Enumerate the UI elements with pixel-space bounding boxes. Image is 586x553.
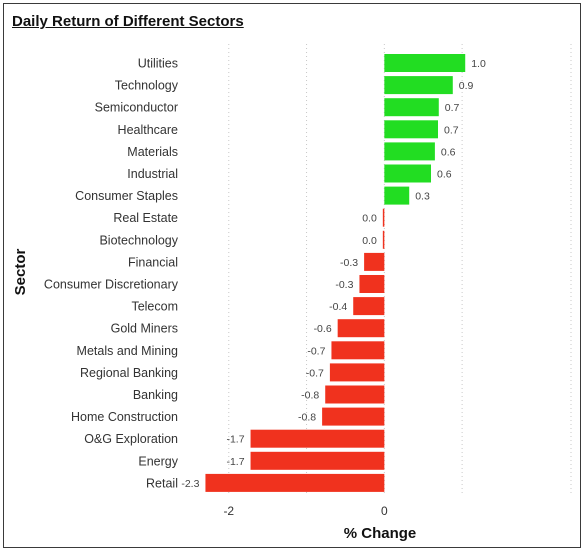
bar <box>384 98 439 117</box>
value-labels: 1.0 0.9 0.7 0.7 0.6 0.6 0.3 0.0 0.0 -0.3 -0.3 -0.4 -… <box>181 58 486 490</box>
data-label: 0.0 <box>362 235 377 247</box>
data-label: -0.3 <box>335 279 353 291</box>
bar <box>331 341 385 360</box>
bar <box>205 473 385 492</box>
bar <box>322 407 385 426</box>
data-label: -0.7 <box>306 367 324 379</box>
bar <box>384 186 410 205</box>
category-label: Energy <box>138 454 178 468</box>
x-axis-label: % Change <box>344 525 417 542</box>
bar <box>250 451 385 470</box>
bar <box>329 363 385 382</box>
data-label: -0.4 <box>329 301 347 313</box>
data-label: 0.7 <box>444 124 459 136</box>
y-axis-label: Sector <box>12 248 29 295</box>
bar <box>382 208 385 227</box>
category-label: Telecom <box>131 300 178 314</box>
category-label: Materials <box>127 145 178 159</box>
category-label: Technology <box>115 79 179 93</box>
data-label: 1.0 <box>471 58 486 70</box>
category-label: Home Construction <box>71 410 178 424</box>
bar <box>384 164 431 183</box>
x-tick-label: 0 <box>381 504 388 518</box>
bar <box>325 385 385 404</box>
category-label: Metals and Mining <box>77 344 178 358</box>
category-labels: Utilities Technology Semiconductor Healthca… <box>44 57 179 491</box>
data-label: 0.6 <box>437 169 452 181</box>
data-label: 0.0 <box>362 213 377 225</box>
category-label: Real Estate <box>113 211 178 225</box>
bar <box>382 230 385 249</box>
category-label: Utilities <box>138 57 178 71</box>
data-label: 0.3 <box>415 191 430 203</box>
category-label: Gold Miners <box>111 322 178 336</box>
category-label: Financial <box>128 255 178 269</box>
bar <box>384 120 438 139</box>
category-label: O&G Exploration <box>84 432 178 446</box>
category-label: Consumer Discretionary <box>44 278 179 292</box>
data-label: -1.7 <box>226 434 244 446</box>
data-label: -0.8 <box>301 390 319 402</box>
data-label: -0.6 <box>314 323 332 335</box>
bar <box>384 76 453 95</box>
bar <box>353 297 385 316</box>
data-label: 0.6 <box>441 146 456 158</box>
bars-group <box>205 54 466 492</box>
bar <box>250 429 385 448</box>
x-tick-labels: -2 0 <box>223 504 388 518</box>
data-label: -0.7 <box>307 345 325 357</box>
bar <box>384 54 466 72</box>
category-label: Banking <box>133 388 178 402</box>
category-label: Regional Banking <box>80 366 178 380</box>
category-label: Semiconductor <box>95 101 178 115</box>
category-label: Biotechnology <box>99 233 178 247</box>
data-label: 0.7 <box>445 102 460 114</box>
data-label: -2.3 <box>181 478 199 490</box>
x-tick-label: -2 <box>223 504 234 518</box>
bar <box>337 319 385 338</box>
category-label: Consumer Staples <box>75 189 178 203</box>
data-label: -0.3 <box>340 257 358 269</box>
data-label: -1.7 <box>226 456 244 468</box>
bar <box>364 252 385 271</box>
category-label: Healthcare <box>118 123 178 137</box>
data-label: 0.9 <box>459 80 474 92</box>
category-label: Industrial <box>127 167 178 181</box>
category-label: Retail <box>146 476 178 490</box>
bar <box>384 142 435 161</box>
chart-title: Daily Return of Different Sectors <box>12 13 244 30</box>
bar <box>359 275 385 293</box>
data-label: -0.8 <box>298 412 316 424</box>
